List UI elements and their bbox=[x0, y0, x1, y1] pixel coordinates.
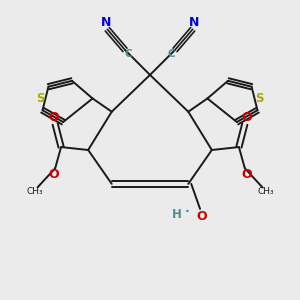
Text: H: H bbox=[172, 208, 182, 221]
Text: CH₃: CH₃ bbox=[257, 187, 274, 196]
Text: S: S bbox=[36, 92, 44, 105]
Text: N: N bbox=[100, 16, 111, 29]
Text: O: O bbox=[48, 168, 59, 181]
Text: O: O bbox=[48, 111, 59, 124]
Text: ·: · bbox=[184, 205, 189, 218]
Text: O: O bbox=[241, 168, 252, 181]
Text: S: S bbox=[256, 92, 264, 105]
Text: O: O bbox=[196, 210, 207, 223]
Text: CH₃: CH₃ bbox=[26, 187, 43, 196]
Text: C: C bbox=[125, 49, 133, 59]
Text: N: N bbox=[189, 16, 200, 29]
Text: C: C bbox=[167, 49, 175, 59]
Text: O: O bbox=[241, 111, 252, 124]
